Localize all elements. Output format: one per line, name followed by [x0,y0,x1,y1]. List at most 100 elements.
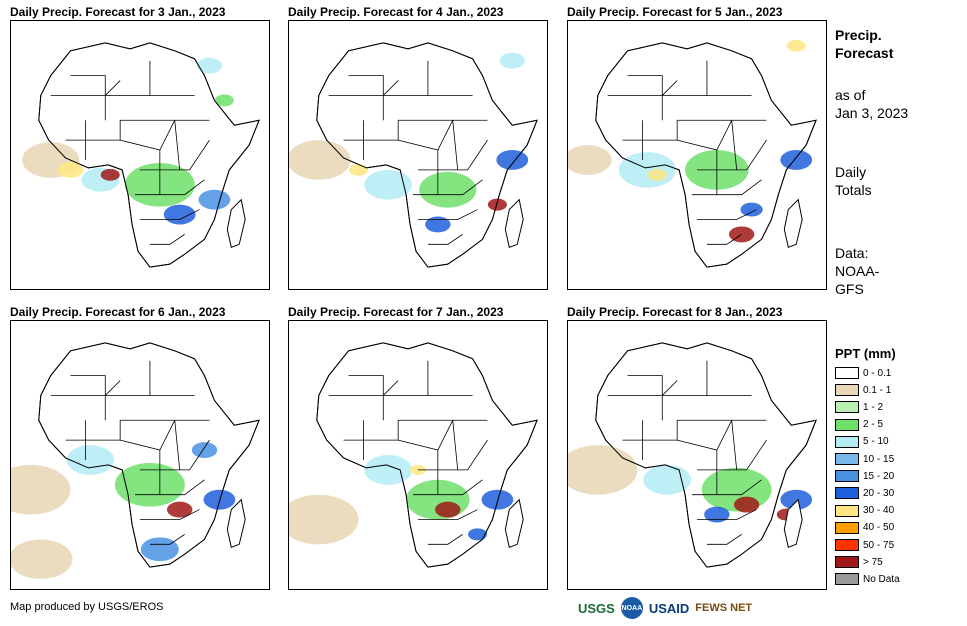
sidebar-asof-line1: as of [835,87,866,103]
map-panel-2 [288,20,548,290]
legend-item: 10 - 15 [835,452,894,466]
legend-item: 15 - 20 [835,469,894,483]
precip-area [66,445,115,475]
legend-label: 20 - 30 [863,487,895,499]
panel-title-5: Daily Precip. Forecast for 7 Jan., 2023 [288,305,504,319]
country-border [692,179,762,196]
legend-item: 20 - 30 [835,486,894,500]
noaa-logo-text: NOAA [620,597,643,619]
sidebar-daily-line2: Totals [835,182,872,198]
country-border [120,420,176,451]
map-panel-1 [10,20,270,290]
legend-swatch [835,453,859,465]
coastline [38,42,260,268]
legend-swatch [835,401,859,414]
madagascar-outline [504,198,524,248]
madagascar-outline [226,198,246,248]
country-border [627,375,663,421]
country-border [140,209,200,220]
legend-item: 1 - 2 [835,400,883,414]
country-border [706,234,742,245]
precip-area [364,455,413,485]
legend-swatch [835,487,859,500]
legend-item: 50 - 75 [835,538,894,552]
precip-area [704,506,730,523]
legend-swatch [835,556,859,569]
map-panel-6 [567,320,827,590]
precip-area [166,501,193,518]
precip-area [289,140,351,180]
precip-area [733,496,760,513]
legend-swatch [835,521,859,534]
legend-swatch [835,418,859,431]
country-border [70,375,106,421]
noaa-logo: NOAA [620,597,643,619]
coastline [38,342,260,568]
legend-label: 1 - 2 [863,401,884,413]
country-border [140,439,210,471]
legend-swatch [835,539,859,551]
country-border [135,479,205,496]
country-border [149,234,185,245]
fewsnet-logo-text: FEWS NET [695,602,753,614]
precip-area [496,150,529,170]
precip-area [468,528,488,541]
country-border [383,60,429,96]
legend-label: 15 - 20 [863,470,895,482]
country-border [149,534,185,545]
country-border [427,534,463,545]
africa-map [22,42,260,268]
africa-map [568,39,817,268]
coastline [316,42,538,268]
country-border [697,139,767,171]
panel-title-1: Daily Precip. Forecast for 3 Jan., 2023 [10,5,226,19]
country-border [427,234,463,245]
country-border [135,179,205,196]
country-border [692,479,762,496]
country-border [731,420,738,470]
logo-strip: USGS NOAA USAID FEWS NET [578,595,752,621]
fewsnet-logo: FEWS NET [695,602,752,614]
legend-item: 40 - 50 [835,521,894,535]
legend-item: 2 - 5 [835,418,883,432]
precip-area [198,189,231,210]
country-border [706,534,742,545]
usgs-logo: USGS [578,601,615,616]
precip-area [487,198,507,211]
legend-item: 30 - 40 [835,504,894,518]
panel-title-4: Daily Precip. Forecast for 6 Jan., 2023 [10,305,226,319]
madagascar-outline [783,198,803,248]
legend-label: 0 - 0.1 [863,367,892,379]
country-border [413,479,483,496]
country-border [140,139,210,171]
legend-item: 5 - 10 [835,435,889,449]
precip-area [618,152,676,188]
coastline [316,342,538,568]
precip-area [191,442,218,458]
country-border [418,139,488,171]
legend-label: 10 - 15 [863,453,895,465]
country-border [348,75,384,121]
precip-area [57,161,84,178]
precip-area [568,145,612,175]
legend-item: 0 - 0.1 [835,366,891,380]
precip-area [435,501,461,518]
precip-area [364,169,413,200]
legend-label: 0.1 - 1 [863,384,892,396]
legend-item: 0.1 - 1 [835,383,891,397]
country-border [70,75,106,121]
madagascar-outline [226,498,246,548]
legend-label: 5 - 10 [863,436,889,448]
legend-swatch [835,384,859,397]
precip-area [114,462,185,507]
africa-map [289,342,538,568]
precip-area [499,52,525,69]
precip-area [214,94,234,107]
legend-swatch [835,470,859,483]
country-border [383,360,429,396]
sidebar-daily-line1: Daily [835,164,867,180]
precip-area [419,171,477,208]
country-border [697,509,757,520]
sidebar-data-line2: NOAA- [835,263,880,279]
map-panel-4 [10,320,270,590]
